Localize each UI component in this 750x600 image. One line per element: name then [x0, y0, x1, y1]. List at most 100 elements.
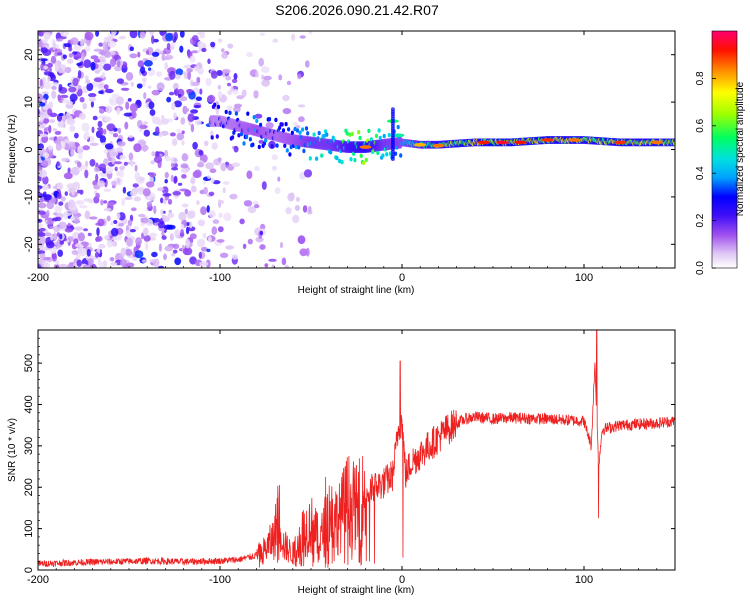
noise-speckle: [143, 60, 153, 67]
noise-speckle: [120, 247, 127, 257]
noise-speckle: [189, 221, 193, 229]
noise-speckle: [171, 138, 178, 147]
noise-speckle: [90, 55, 99, 60]
ridge-cell: [396, 124, 400, 130]
noise-speckle: [79, 96, 85, 103]
ridge-cell: [295, 128, 300, 133]
noise-speckle: [199, 261, 209, 267]
noise-speckle: [40, 227, 46, 232]
noise-speckle: [99, 135, 106, 144]
noise-speckle: [43, 81, 52, 90]
noise-speckle: [54, 63, 60, 72]
ridge-cell: [288, 152, 292, 157]
noise-speckle: [198, 251, 202, 259]
noise-speckle: [221, 68, 231, 74]
noise-speckle: [41, 160, 49, 168]
noise-speckle: [206, 248, 211, 253]
noise-speckle: [277, 176, 281, 182]
noise-speckle: [261, 79, 270, 87]
noise-speckle: [38, 230, 44, 236]
noise-speckle: [43, 71, 52, 76]
ridge-cell: [399, 153, 403, 158]
noise-speckle: [72, 77, 79, 87]
noise-speckle: [247, 206, 257, 214]
noise-speckle: [135, 237, 143, 246]
noise-speckle: [152, 258, 160, 268]
colorbar-label: Normalized spectral amplitude: [735, 81, 746, 216]
snr-x-label: Height of straight line (km): [298, 585, 415, 596]
noise-speckle: [148, 232, 158, 238]
noise-speckle: [146, 50, 150, 55]
noise-speckle: [84, 31, 94, 41]
spectrogram-image: [38, 31, 675, 268]
noise-speckle: [97, 218, 105, 227]
noise-speckle: [259, 32, 265, 37]
ridge-cell: [248, 137, 252, 142]
ridge-cell: [231, 135, 235, 140]
ridge-cell: [378, 135, 382, 141]
ridge-cell: [252, 115, 256, 120]
noise-speckle: [97, 120, 103, 128]
noise-speckle: [220, 162, 227, 172]
noise-speckle: [169, 132, 176, 137]
noise-speckle: [285, 207, 292, 215]
noise-speckle: [281, 257, 287, 266]
noise-speckle: [181, 140, 185, 146]
noise-speckle: [48, 145, 54, 150]
noise-speckle: [155, 126, 160, 135]
noise-speckle: [75, 200, 85, 205]
noise-speckle: [74, 243, 83, 248]
noise-speckle: [165, 32, 174, 42]
noise-speckle: [119, 166, 125, 171]
ridge-peak: [568, 138, 581, 142]
noise-speckle: [125, 230, 131, 238]
noise-speckle: [143, 235, 151, 242]
ridge-cell: [278, 125, 282, 130]
noise-speckle: [63, 172, 73, 180]
noise-speckle: [151, 35, 155, 45]
ridge-cell: [382, 133, 386, 139]
noise-speckle: [76, 161, 82, 168]
noise-speckle: [172, 191, 181, 196]
ridge-peak: [392, 133, 405, 138]
noise-speckle: [170, 42, 176, 48]
noise-speckle: [53, 264, 58, 268]
noise-speckle: [93, 77, 103, 83]
noise-speckle: [43, 65, 48, 70]
noise-speckle: [118, 222, 124, 227]
colorbar-tick-label: 0.0: [695, 261, 706, 275]
noise-speckle: [90, 100, 94, 108]
noise-speckle: [104, 116, 112, 122]
ridge-cell: [285, 148, 289, 153]
noise-speckle: [45, 126, 49, 131]
noise-speckle: [253, 90, 259, 99]
noise-speckle: [243, 200, 253, 207]
noise-speckle: [185, 238, 190, 247]
noise-speckle: [84, 130, 90, 140]
noise-speckle: [84, 210, 91, 220]
noise-speckle: [151, 151, 156, 157]
noise-speckle: [109, 257, 115, 262]
noise-speckle: [104, 235, 109, 240]
noise-speckle: [70, 149, 75, 157]
noise-speckle: [293, 121, 298, 127]
noise-speckle: [307, 210, 313, 215]
ridge-cell: [234, 111, 238, 116]
noise-speckle: [217, 226, 224, 233]
ridge-cell: [349, 157, 353, 162]
noise-speckle: [168, 91, 175, 96]
y-tick-label: -10: [23, 189, 35, 205]
noise-speckle: [164, 171, 169, 179]
noise-speckle: [217, 84, 221, 90]
y-tick-label: 0: [23, 567, 35, 573]
noise-speckle: [142, 188, 151, 197]
noise-speckle: [172, 249, 178, 254]
noise-speckle: [78, 205, 88, 209]
noise-speckle: [233, 145, 239, 153]
noise-speckle: [268, 258, 277, 262]
noise-speckle: [61, 157, 70, 162]
ridge-cell: [338, 158, 342, 164]
noise-speckle: [38, 250, 46, 255]
noise-speckle: [63, 43, 71, 48]
noise-speckle: [145, 241, 149, 251]
